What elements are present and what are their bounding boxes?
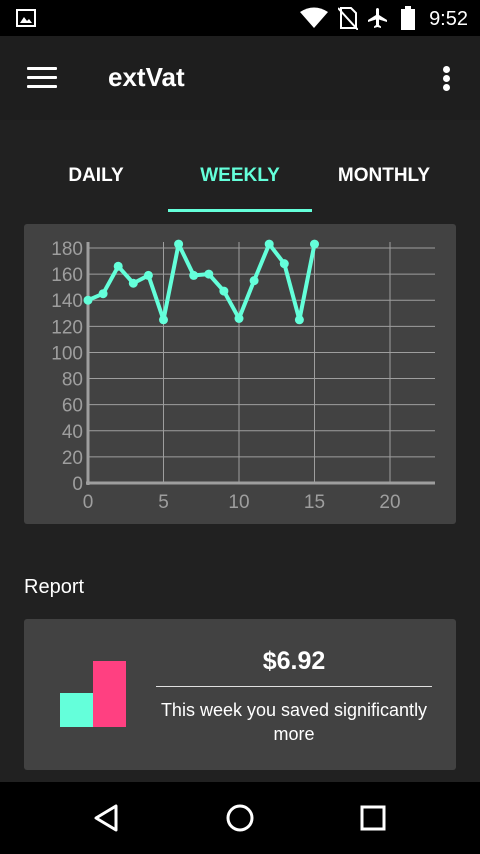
tab-weekly[interactable]: WEEKLY (168, 140, 312, 212)
status-bar: 9:52 (0, 0, 480, 36)
recents-icon[interactable] (357, 802, 389, 834)
report-card: $6.92 This week you saved significantly … (24, 619, 456, 770)
status-time: 9:52 (429, 8, 468, 31)
y-tick-label: 80 (62, 370, 83, 391)
data-point (99, 289, 108, 298)
data-point (219, 287, 228, 296)
x-tick-label: 5 (158, 492, 169, 513)
airplane-icon (366, 6, 390, 30)
data-point (280, 259, 289, 268)
data-point (295, 315, 304, 324)
app-bar: extVat (0, 36, 480, 120)
tab-monthly[interactable]: MONTHLY (312, 140, 456, 212)
data-point (84, 296, 93, 305)
data-point (265, 240, 274, 249)
x-tick-label: 10 (228, 492, 249, 513)
x-tick-label: 20 (379, 492, 400, 513)
y-tick-label: 0 (72, 474, 83, 495)
report-message: This week you saved significantly more (156, 698, 432, 746)
no-sim-icon (338, 6, 358, 30)
chart-card: 0 20 40 60 80 100 120 140 160 180 0 5 10 15 20 (24, 224, 456, 524)
data-point (159, 315, 168, 324)
data-point (129, 279, 138, 288)
back-icon[interactable] (91, 802, 123, 834)
report-bar-current (93, 661, 126, 727)
y-tick-label: 140 (51, 291, 83, 312)
line-chart: 0 20 40 60 80 100 120 140 160 180 0 5 10 15 20 (24, 224, 456, 524)
data-point (250, 276, 259, 285)
tab-daily[interactable]: DAILY (24, 140, 168, 212)
report-amount: $6.92 (156, 647, 432, 676)
report-heading: Report (24, 576, 84, 599)
y-tick-label: 40 (62, 422, 83, 443)
x-tick-label: 0 (83, 492, 94, 513)
y-tick-label: 160 (51, 265, 83, 286)
y-tick-label: 120 (51, 317, 83, 338)
report-divider (156, 686, 432, 687)
data-point (114, 262, 123, 271)
data-point (174, 240, 183, 249)
battery-icon (401, 6, 415, 30)
y-tick-label: 100 (51, 343, 83, 364)
y-tick-label: 20 (62, 448, 83, 469)
data-point (235, 314, 244, 323)
overflow-menu-icon[interactable] (443, 66, 451, 92)
navigation-bar (0, 782, 480, 854)
data-point (189, 271, 198, 280)
tab-bar: DAILY WEEKLY MONTHLY (24, 140, 456, 212)
x-tick-label: 15 (304, 492, 325, 513)
data-point (204, 270, 213, 279)
image-icon (16, 9, 36, 27)
app-title: extVat (108, 62, 185, 93)
menu-icon[interactable] (27, 67, 57, 89)
y-tick-label: 60 (62, 396, 83, 417)
tab-indicator (168, 209, 312, 212)
home-icon[interactable] (224, 802, 256, 834)
report-bar-previous (60, 693, 93, 727)
data-point (144, 271, 153, 280)
y-tick-label: 180 (51, 239, 83, 260)
series-line (88, 244, 315, 320)
data-point (310, 240, 319, 249)
wifi-icon (299, 7, 329, 29)
